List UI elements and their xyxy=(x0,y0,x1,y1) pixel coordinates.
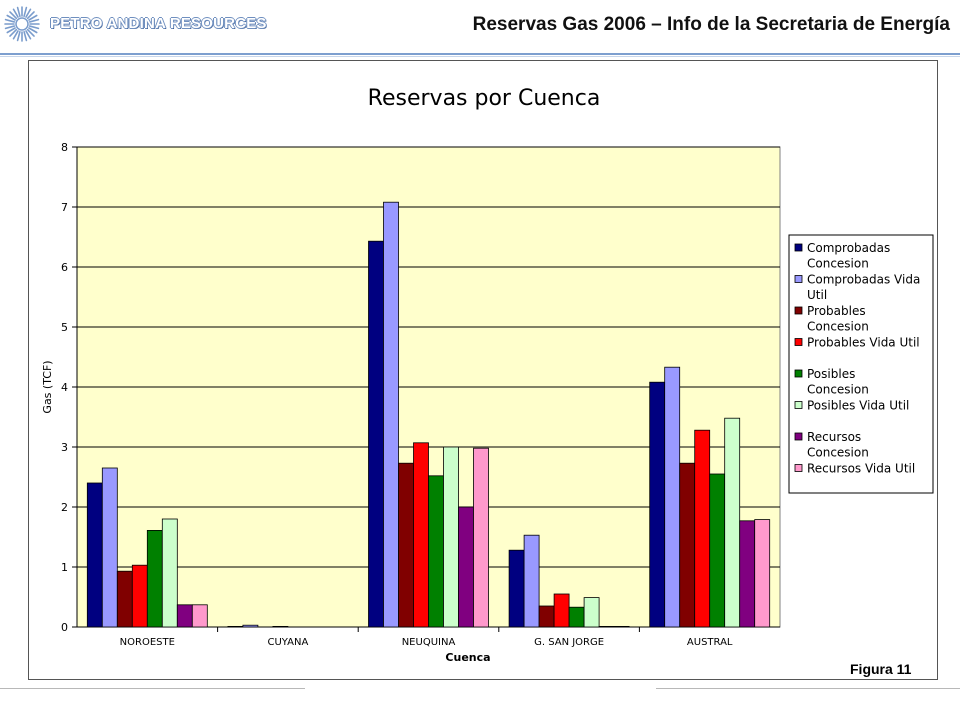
y-tick-label: 2 xyxy=(61,501,68,514)
bar xyxy=(176,604,193,628)
legend-label: Posibles Vida Util xyxy=(807,399,909,413)
legend-label: Concesion xyxy=(807,383,869,397)
x-axis-ticks: NOROESTE CUYANA NEUQUINA G. SAN JORGE AUSTRA… xyxy=(120,627,733,648)
bar xyxy=(724,417,741,628)
chart-title: Reservas por Cuenca xyxy=(368,86,601,111)
x-axis-label: Cuenca xyxy=(445,651,490,664)
x-tick-label: CUYANA xyxy=(268,637,309,648)
x-tick-label: NEUQUINA xyxy=(402,637,456,648)
legend-swatch xyxy=(794,275,803,283)
legend-label: Probables Vida Util xyxy=(807,336,920,350)
legend-label: Probables xyxy=(807,304,866,318)
legend-swatch xyxy=(794,338,803,346)
bar xyxy=(568,606,585,628)
bar xyxy=(413,442,429,628)
bar xyxy=(146,530,163,628)
header-divider-light xyxy=(0,56,960,57)
legend-label: Recursos Vida Util xyxy=(807,462,915,476)
bar xyxy=(116,570,133,628)
bar xyxy=(473,447,489,628)
bar xyxy=(368,240,384,628)
legend-swatch xyxy=(794,464,803,472)
header-bar: PETRO ANDINA RESOURCES Reservas Gas 2006… xyxy=(0,0,960,56)
legend-swatch xyxy=(794,401,803,409)
legend-label: Posibles xyxy=(807,367,855,381)
bars xyxy=(86,201,771,628)
y-tick-label: 5 xyxy=(61,321,68,334)
legend-label: Comprobadas xyxy=(807,241,890,255)
legend-box xyxy=(788,234,934,494)
bar xyxy=(272,626,289,628)
footer-divider-left xyxy=(0,688,305,689)
x-tick-label: AUSTRAL xyxy=(687,637,733,648)
figure-label: Figura 11 xyxy=(850,661,912,677)
legend-label: Recursos xyxy=(807,430,861,444)
bar xyxy=(598,626,615,628)
header-divider xyxy=(0,53,960,55)
bar xyxy=(613,626,630,628)
y-tick-label: 3 xyxy=(61,441,68,454)
bar xyxy=(538,605,555,628)
bar xyxy=(131,564,148,628)
legend-label: Concesion xyxy=(807,320,869,334)
company-name: PETRO ANDINA RESOURCES xyxy=(50,15,267,32)
y-tick-label: 0 xyxy=(61,621,68,634)
legend-swatch xyxy=(794,306,803,315)
bar xyxy=(191,604,208,628)
bar xyxy=(649,381,666,628)
legend: Comprobadas Concesion Comprobadas VidaUtil… xyxy=(788,234,934,494)
bar xyxy=(428,475,444,628)
sunburst-logo-icon xyxy=(4,6,40,42)
slide-title: Reservas Gas 2006 – Info de la Secretari… xyxy=(472,14,950,35)
footer-divider-right xyxy=(656,688,960,689)
y-tick-label: 6 xyxy=(61,261,68,274)
legend-swatch xyxy=(794,369,803,378)
legend-label: Concesion xyxy=(807,446,869,460)
bar xyxy=(458,506,474,628)
x-tick-label: G. SAN JORGE xyxy=(534,637,604,648)
legend-swatch xyxy=(794,243,803,252)
y-tick-label: 1 xyxy=(61,561,68,574)
bar xyxy=(242,624,259,628)
bar xyxy=(161,518,178,628)
bar xyxy=(86,482,103,628)
bar xyxy=(553,593,570,628)
bar xyxy=(227,626,244,628)
legend-label: Util xyxy=(807,288,827,302)
legend-label: Concesion xyxy=(807,257,869,271)
y-tick-label: 4 xyxy=(61,381,68,394)
bar xyxy=(398,462,414,628)
bar xyxy=(664,366,681,628)
bar xyxy=(754,519,771,628)
bar xyxy=(694,429,711,628)
legend-label: Comprobadas Vida xyxy=(807,273,920,287)
bar xyxy=(583,597,600,628)
y-axis-label: Gas (TCF) xyxy=(41,360,54,413)
y-tick-label: 8 xyxy=(61,141,68,154)
y-tick-label: 7 xyxy=(61,201,68,214)
bar xyxy=(679,462,696,628)
bar xyxy=(508,549,525,628)
x-tick-label: NOROESTE xyxy=(120,637,175,648)
bar xyxy=(443,446,459,628)
legend-swatch xyxy=(794,432,803,441)
bar xyxy=(523,534,540,628)
bar xyxy=(383,201,399,628)
bar xyxy=(101,467,118,628)
bar xyxy=(739,520,756,628)
bar xyxy=(709,473,726,628)
